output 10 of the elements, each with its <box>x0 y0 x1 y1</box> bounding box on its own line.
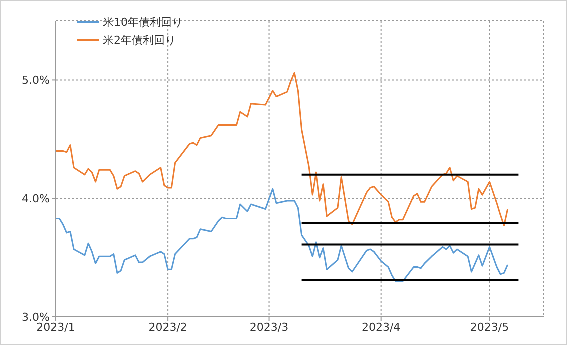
line-series <box>56 188 509 282</box>
x-tick-label: 2023/5 <box>470 320 510 334</box>
x-tick-label: 2023/3 <box>250 320 289 334</box>
legend-label: 米10年債利回り <box>103 14 183 30</box>
x-tick-label: 2023/2 <box>148 320 188 334</box>
y-tick-label: 5.0% <box>22 74 50 88</box>
legend-label: 米2年債利回り <box>103 32 176 48</box>
line-series <box>56 72 509 227</box>
y-tick-label: 4.0% <box>22 192 50 206</box>
x-tick-label: 2023/4 <box>362 320 401 334</box>
